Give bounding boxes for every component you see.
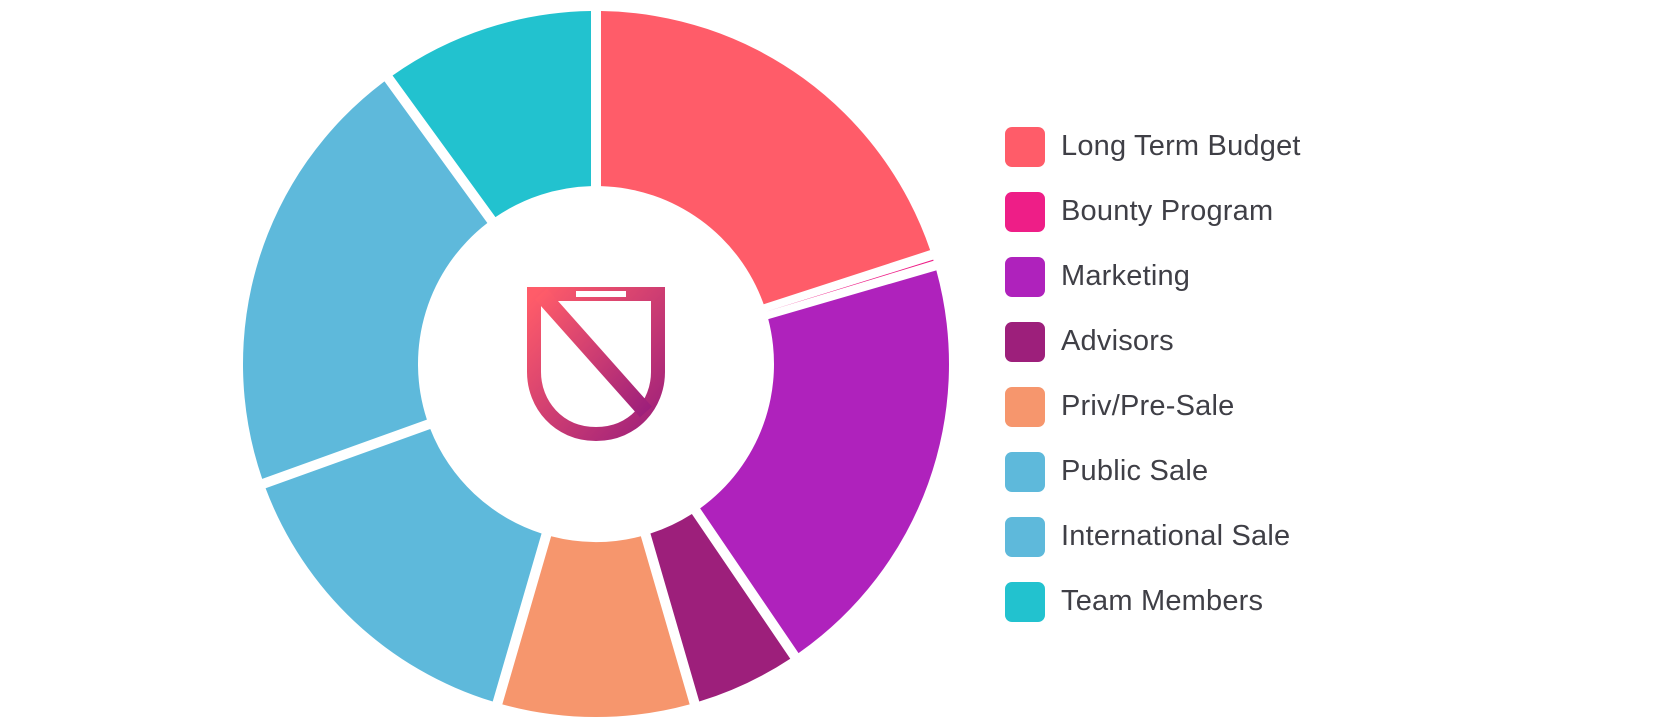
legend-item-marketing[interactable]: Marketing bbox=[1005, 244, 1301, 309]
slice-public-sale[interactable] bbox=[265, 428, 542, 702]
legend-item-bounty-program[interactable]: Bounty Program bbox=[1005, 179, 1301, 244]
legend-label: Public Sale bbox=[1061, 455, 1209, 487]
legend-label: Advisors bbox=[1061, 325, 1174, 357]
legend-swatch bbox=[1005, 516, 1045, 557]
legend-item-team-members[interactable]: Team Members bbox=[1005, 569, 1301, 634]
donut-slices bbox=[243, 11, 950, 718]
slice-team-members[interactable] bbox=[392, 11, 592, 218]
legend-label: Marketing bbox=[1061, 260, 1191, 292]
slice-advisors[interactable] bbox=[650, 513, 791, 702]
donut-chart bbox=[243, 11, 950, 718]
legend-label: Long Term Budget bbox=[1061, 130, 1301, 162]
legend: Long Term Budget Bounty Program Marketin… bbox=[1005, 114, 1301, 634]
legend-swatch bbox=[1005, 126, 1045, 167]
shield-n-logo-icon bbox=[527, 287, 665, 442]
legend-swatch bbox=[1005, 256, 1045, 297]
slice-long-term-budget[interactable] bbox=[600, 11, 931, 305]
legend-item-priv-pre-sale[interactable]: Priv/Pre-Sale bbox=[1005, 374, 1301, 439]
legend-swatch bbox=[1005, 191, 1045, 232]
legend-swatch bbox=[1005, 321, 1045, 362]
legend-label: Team Members bbox=[1061, 585, 1264, 617]
slice-marketing[interactable] bbox=[700, 270, 950, 654]
legend-item-international-sale[interactable]: International Sale bbox=[1005, 504, 1301, 569]
slice-priv-pre-sale[interactable] bbox=[502, 536, 690, 718]
legend-label: International Sale bbox=[1061, 520, 1291, 552]
slice-bounty-program[interactable] bbox=[766, 259, 934, 312]
legend-swatch bbox=[1005, 386, 1045, 427]
legend-label: Priv/Pre-Sale bbox=[1061, 390, 1235, 422]
legend-item-public-sale[interactable]: Public Sale bbox=[1005, 439, 1301, 504]
legend-item-advisors[interactable]: Advisors bbox=[1005, 309, 1301, 374]
legend-swatch bbox=[1005, 451, 1045, 492]
legend-label: Bounty Program bbox=[1061, 195, 1274, 227]
legend-swatch bbox=[1005, 581, 1045, 622]
legend-item-long-term-budget[interactable]: Long Term Budget bbox=[1005, 114, 1301, 179]
slice-international-sale[interactable] bbox=[243, 81, 488, 479]
